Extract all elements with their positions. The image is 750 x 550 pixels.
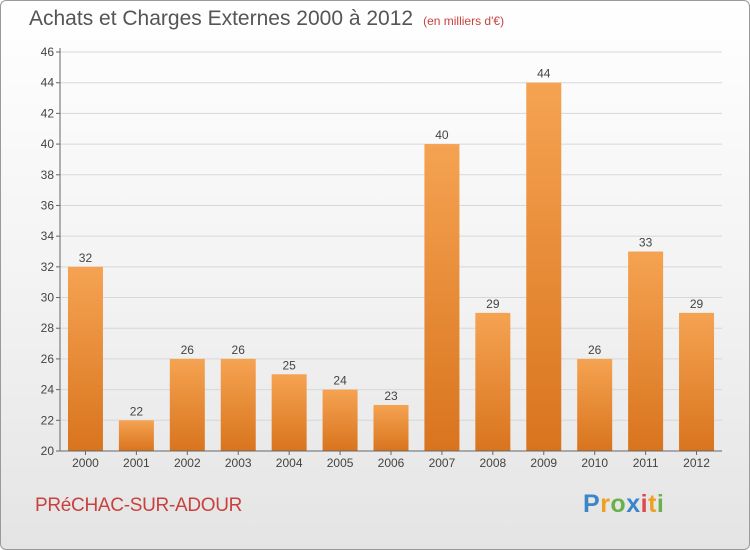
- data-label: 29: [690, 297, 704, 311]
- logo-letter: o: [610, 490, 627, 518]
- y-tick-label: 46: [41, 45, 55, 59]
- x-tick-label: 2008: [479, 456, 506, 470]
- data-label: 26: [232, 343, 246, 357]
- x-tick-label: 2005: [327, 456, 354, 470]
- bar: [373, 404, 409, 451]
- y-tick-label: 40: [41, 137, 55, 151]
- data-label: 32: [79, 251, 93, 265]
- bar: [118, 420, 154, 451]
- x-tick-label: 2011: [633, 456, 659, 470]
- y-tick-label: 28: [41, 321, 55, 335]
- y-tick-label: 36: [41, 198, 55, 212]
- chart-title-text: Achats et Charges Externes 2000 à 2012: [29, 7, 414, 30]
- x-tick-label: 2010: [581, 456, 608, 470]
- y-tick-label: 24: [41, 383, 55, 397]
- data-label: 25: [282, 358, 296, 372]
- axes: 20 22 24 26 28 30 32 34 36 38 40 42 44 46 2000 2001 2002…: [41, 45, 722, 470]
- bar: [322, 389, 358, 451]
- x-tick-label: 2009: [530, 456, 557, 470]
- bar: [526, 82, 562, 451]
- x-tick-label: 2012: [683, 456, 710, 470]
- proxiti-logo: Proxiti: [583, 490, 664, 519]
- x-tick-label: 2006: [378, 456, 405, 470]
- location-name: PRéCHAC-SUR-ADOUR: [35, 495, 243, 516]
- chart-title: Achats et Charges Externes 2000 à 2012 (e…: [29, 7, 504, 31]
- bar: [271, 374, 307, 451]
- logo-letter: r: [600, 490, 611, 518]
- data-label: 33: [639, 236, 653, 250]
- x-tick-label: 2001: [123, 456, 150, 470]
- y-tick-label: 30: [41, 291, 55, 305]
- logo-letter: P: [583, 490, 601, 518]
- data-label: 44: [537, 67, 551, 81]
- data-label: 40: [435, 128, 449, 142]
- bar: [628, 251, 664, 451]
- data-label: 23: [384, 389, 398, 403]
- y-tick-label: 22: [41, 413, 55, 427]
- y-tick-label: 44: [41, 76, 55, 90]
- bar: [577, 358, 613, 451]
- bar: [679, 312, 715, 451]
- bar: [67, 266, 103, 451]
- logo-letter: x: [626, 490, 641, 518]
- x-tick-label: 2004: [276, 456, 303, 470]
- y-tick-label: 34: [41, 229, 55, 243]
- logo-letter: i: [640, 490, 649, 518]
- y-tick-label: 38: [41, 168, 55, 182]
- data-label: 26: [181, 343, 195, 357]
- data-label: 24: [333, 374, 347, 388]
- x-tick-label: 2002: [174, 456, 201, 470]
- x-tick-label: 2007: [429, 456, 456, 470]
- bar: [475, 312, 511, 451]
- y-tick-label: 26: [41, 352, 55, 366]
- chart-subtitle: (en milliers d'€): [423, 14, 505, 28]
- bar: [169, 358, 205, 451]
- x-tick-label: 2003: [225, 456, 252, 470]
- y-tick-label: 32: [41, 260, 55, 274]
- x-tick-label: 2000: [72, 456, 99, 470]
- bars: 32 22 26 26 25 24 23 40 29 44 26 33 29: [67, 67, 715, 452]
- data-label: 29: [486, 297, 500, 311]
- bar: [220, 358, 256, 451]
- data-label: 22: [130, 404, 144, 418]
- y-tick-label: 42: [41, 106, 55, 120]
- data-label: 26: [588, 343, 602, 357]
- logo-letter: t: [648, 490, 657, 518]
- logo-letter: i: [656, 490, 665, 518]
- y-tick-label: 20: [41, 444, 55, 458]
- bar: [424, 144, 460, 452]
